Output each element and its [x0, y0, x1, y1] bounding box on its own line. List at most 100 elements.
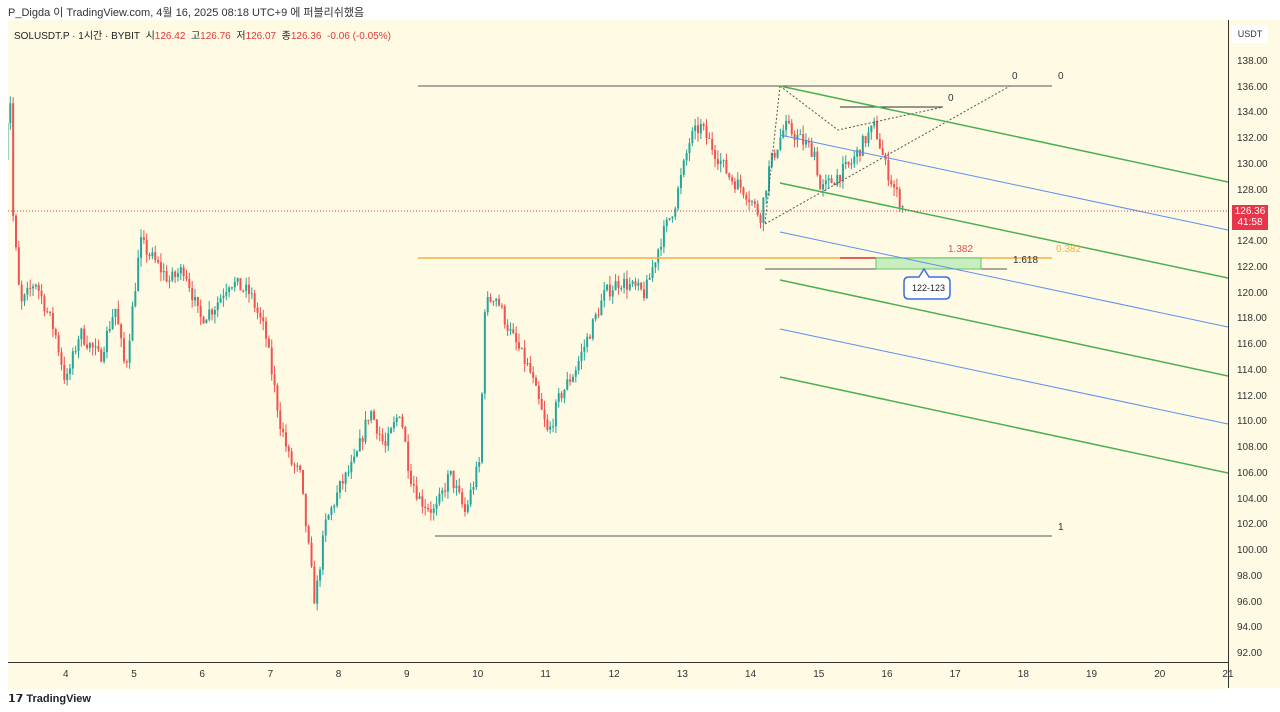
candle-body — [822, 184, 825, 190]
candle-body — [503, 306, 506, 325]
price-axis[interactable]: 138.00 136.00 134.00 132.00 130.00 128.00 124.… — [1228, 20, 1280, 688]
chart-plot-area[interactable]: 0 0 1 0 1.382 1.618 0.382 122-123 — [3, 20, 1229, 662]
candle-body — [313, 566, 316, 604]
candle-body — [390, 428, 393, 434]
candle-body — [174, 271, 177, 277]
candle-body — [282, 428, 285, 433]
candle-body — [580, 351, 583, 361]
price-tick: 116.00 — [1237, 339, 1267, 351]
candle-body — [802, 134, 805, 145]
candle-body — [276, 385, 279, 411]
candle-body — [12, 103, 15, 216]
time-tick: 8 — [335, 669, 342, 680]
candle-body — [270, 347, 273, 375]
candle-body — [699, 124, 702, 134]
candle-body — [404, 427, 407, 442]
candle-body — [176, 273, 179, 277]
candle-body — [702, 124, 705, 127]
candle-body — [716, 158, 719, 165]
candle-body — [381, 434, 384, 442]
candle-body — [310, 542, 313, 567]
candle-body — [355, 451, 358, 457]
candle-body — [117, 308, 120, 325]
candle-body — [807, 140, 810, 143]
candle-body — [9, 103, 12, 124]
target-callout-text: 122-123 — [912, 283, 945, 293]
candle-body — [870, 125, 873, 133]
time-axis[interactable]: 4 5 6 7 8 9 10 11 12 13 14 15 16 17 18 19 20 21 — [8, 662, 1234, 689]
candle-body — [68, 368, 71, 374]
candle-body — [785, 120, 788, 131]
price-tick: 134.00 — [1237, 107, 1268, 119]
fib-label-0b: 0 — [1058, 71, 1064, 82]
candle-body — [589, 336, 592, 339]
candle-body — [165, 271, 168, 282]
candle-body — [492, 300, 495, 302]
candle-body — [71, 351, 74, 369]
candle-body — [827, 178, 830, 181]
candle-body — [418, 496, 421, 499]
candle-body — [557, 393, 560, 403]
time-tick: 11 — [540, 669, 551, 680]
candle-body — [304, 493, 307, 527]
candle-body — [188, 278, 191, 288]
candle-body — [336, 492, 339, 506]
candle-body — [523, 347, 526, 364]
time-tick: 7 — [267, 669, 274, 680]
candle-body — [893, 184, 896, 188]
candle-body — [321, 535, 324, 570]
candle-body — [14, 215, 17, 248]
candle-body — [569, 379, 572, 382]
candle-body — [839, 174, 842, 182]
candle-body — [540, 399, 543, 410]
price-tick: 108.00 — [1237, 442, 1268, 454]
candle-body — [512, 329, 515, 334]
candle-body — [301, 469, 304, 494]
candle-body — [131, 306, 134, 341]
candle-body — [631, 281, 634, 285]
candle-body — [134, 291, 137, 307]
candle-body — [364, 419, 367, 442]
candle-body — [694, 125, 697, 131]
candle-body — [563, 389, 566, 399]
pitchfork-channel — [779, 85, 1229, 474]
candle-body — [319, 569, 322, 581]
candle-body — [208, 309, 211, 320]
candle-body — [461, 492, 464, 505]
candle-body — [574, 370, 577, 377]
candle-body — [714, 149, 717, 159]
candle-body — [293, 464, 296, 466]
candle-body — [725, 159, 728, 174]
candle-body — [290, 451, 293, 465]
chart-canvas[interactable]: 0 0 1 0 1.382 1.618 0.382 122-123 — [3, 20, 1229, 662]
candle-body — [481, 393, 484, 463]
candle-body — [111, 317, 114, 329]
candle-body — [623, 278, 626, 288]
price-tick: 124.00 — [1237, 236, 1268, 248]
candle-body — [446, 474, 449, 492]
candle-body — [768, 166, 771, 191]
candle-body — [466, 504, 469, 512]
candle-body — [731, 177, 734, 182]
fib-label-1: 1 — [1058, 522, 1064, 533]
candle-body — [856, 149, 859, 157]
candle-body — [375, 419, 378, 434]
candle-body — [424, 506, 427, 508]
candle-body — [642, 289, 645, 299]
candle-body — [668, 218, 671, 220]
currency-button[interactable]: USDT — [1232, 25, 1268, 43]
candle-body — [665, 219, 668, 227]
candle-body — [506, 324, 509, 331]
time-tick: 4 — [63, 669, 69, 680]
open-value: 126.42 — [154, 31, 186, 42]
ext-label-0382: 0.382 — [1056, 244, 1081, 255]
candle-body — [824, 180, 827, 185]
candle-body — [458, 485, 461, 493]
candle-body — [66, 373, 69, 380]
candle-body — [228, 287, 231, 293]
tradingview-logo: 𝟭𝟳 TradingView — [8, 693, 91, 705]
time-tick: 10 — [472, 669, 484, 680]
candle-body — [191, 287, 194, 301]
candle-body — [367, 419, 370, 421]
candle-body — [890, 180, 893, 185]
